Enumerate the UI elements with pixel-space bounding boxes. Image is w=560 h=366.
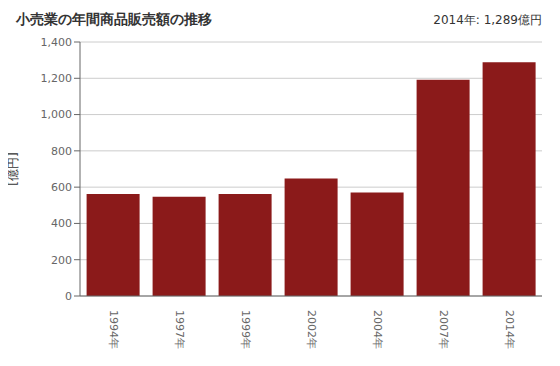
svg-text:1,400: 1,400: [41, 36, 73, 49]
svg-text:200: 200: [51, 254, 72, 267]
svg-text:2004年: 2004年: [371, 310, 384, 349]
svg-text:800: 800: [51, 145, 72, 158]
html-text:小売業の年間商品販売額の推移: 小売業の年間商品販売額の推移: [16, 11, 212, 27]
svg-text:400: 400: [51, 217, 72, 230]
html-text:2014年: 1,289億円: 2014年: 1,289億円: [433, 12, 542, 27]
svg-text:2007年: 2007年: [437, 310, 450, 349]
svg-text:600: 600: [51, 181, 72, 194]
svg-text:2014年: 2014年: [503, 310, 516, 349]
svg-text:1999年: 1999年: [239, 310, 252, 349]
svg-text:2002年: 2002年: [305, 310, 318, 349]
svg-text:0: 0: [65, 290, 72, 303]
svg-text:1994年: 1994年: [107, 310, 120, 349]
svg-text:[億円]: [億円]: [8, 152, 20, 185]
svg-text:1,000: 1,000: [41, 108, 73, 121]
svg-text:1997年: 1997年: [173, 310, 186, 349]
svg-text:1,200: 1,200: [41, 72, 73, 85]
